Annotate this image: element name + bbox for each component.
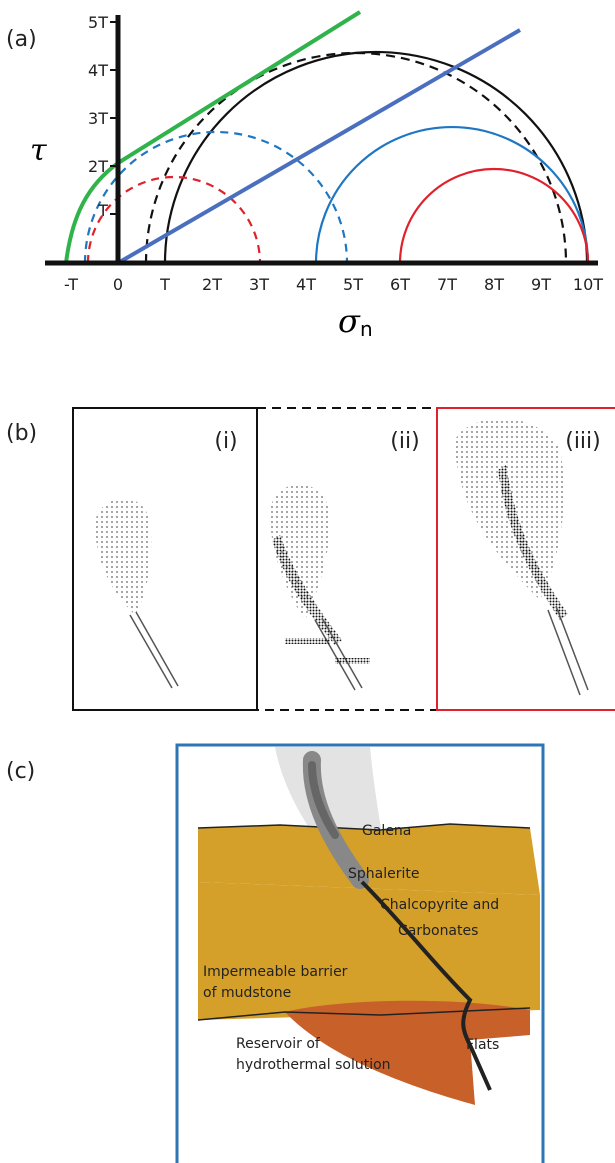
annotation: Impermeable barrier xyxy=(203,964,348,980)
annotation: Chalcopyrite and xyxy=(380,897,499,913)
box-label: (ii) xyxy=(390,429,419,454)
mudstone xyxy=(198,824,540,895)
box-label: (iii) xyxy=(565,429,601,454)
box-iii xyxy=(436,407,615,711)
ticks xyxy=(110,21,118,215)
x-tick-label: 2T xyxy=(202,275,222,294)
annotation: Reservoir of xyxy=(236,1036,321,1052)
y-tick-label: T xyxy=(97,201,108,220)
box-c xyxy=(175,743,545,1163)
x-tick-label: 9T xyxy=(531,275,551,294)
x-tick-label: 4T xyxy=(296,275,316,294)
plume-i xyxy=(94,498,179,689)
x-tick-label: T xyxy=(159,275,170,294)
box-label: (i) xyxy=(214,429,237,454)
annotation: of mudstone xyxy=(203,985,291,1001)
x-tick-label: 5T xyxy=(343,275,363,294)
y-tick-label: 3T xyxy=(88,109,108,128)
plume-iii xyxy=(455,418,589,696)
x-tick-label: 10T xyxy=(573,275,603,294)
x-tick-label: 7T xyxy=(437,275,457,294)
failure-line xyxy=(116,28,522,265)
y-tick-label: 4T xyxy=(88,61,108,80)
annotation: Flats xyxy=(466,1037,499,1053)
y-tick-label: 2T xyxy=(88,157,108,176)
x-tick-label: 6T xyxy=(390,275,410,294)
x-axis-label: σ xyxy=(338,302,361,340)
panel-label: (a) xyxy=(6,27,37,52)
x-tick-label: -T xyxy=(64,275,78,294)
envelope xyxy=(64,10,362,264)
mohr-circles xyxy=(83,50,590,264)
y-tick-label: 5T xyxy=(88,13,108,32)
panel-label: (c) xyxy=(6,759,35,784)
reservoir xyxy=(285,1000,530,1105)
panel-label: (b) xyxy=(6,421,37,446)
y-axis-label: τ xyxy=(30,133,47,168)
plume-ii xyxy=(269,484,370,691)
annotation: Carbonates xyxy=(398,923,478,939)
x-tick-label: 0 xyxy=(113,275,123,294)
x-tick-label: 3T xyxy=(249,275,269,294)
annotation: Galena xyxy=(362,823,411,839)
annotation: hydrothermal solution xyxy=(236,1057,391,1073)
annotation: Sphalerite xyxy=(348,866,419,882)
x-axis-subscript: n xyxy=(360,317,373,341)
x-tick-label: 8T xyxy=(484,275,504,294)
